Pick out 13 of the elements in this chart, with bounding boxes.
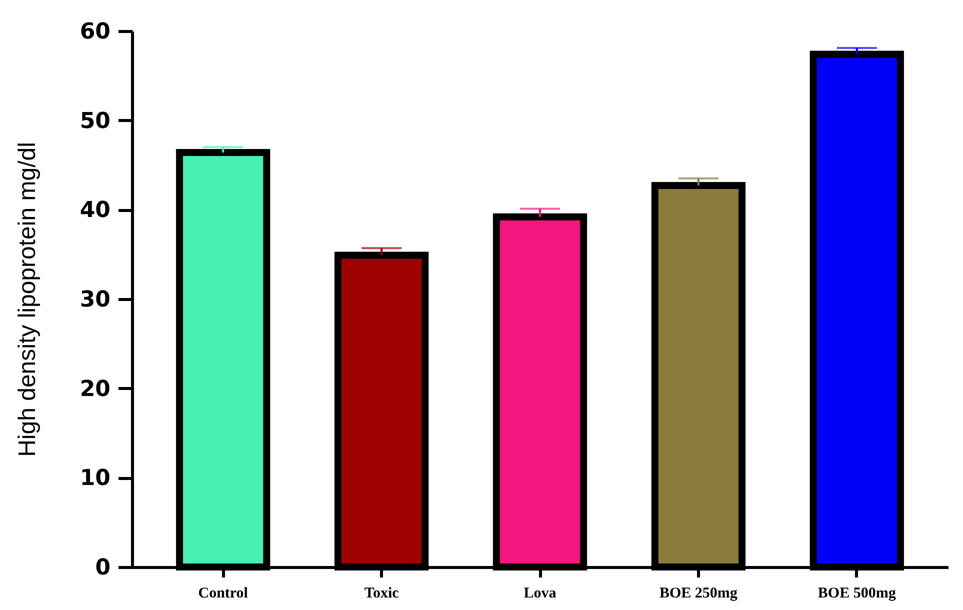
y-tick-label: 0 [95, 556, 110, 580]
x-tick-label: Control [198, 586, 248, 602]
y-tick-label: 10 [80, 466, 110, 492]
y-tick-label: 40 [80, 198, 110, 224]
y-tick-label: 20 [80, 376, 110, 402]
y-axis-title: High density lipoprotein mg/dl [14, 142, 41, 457]
y-tick-label: 30 [80, 288, 110, 312]
y-tick-label: 60 [80, 20, 110, 44]
x-tick-label: BOE 500mg [818, 586, 896, 602]
x-tick-label: BOE 250mg [659, 586, 738, 602]
x-tick-label: Lova [524, 586, 557, 602]
x-tick-label: Toxic [364, 586, 400, 602]
y-tick-label: 50 [80, 108, 110, 134]
